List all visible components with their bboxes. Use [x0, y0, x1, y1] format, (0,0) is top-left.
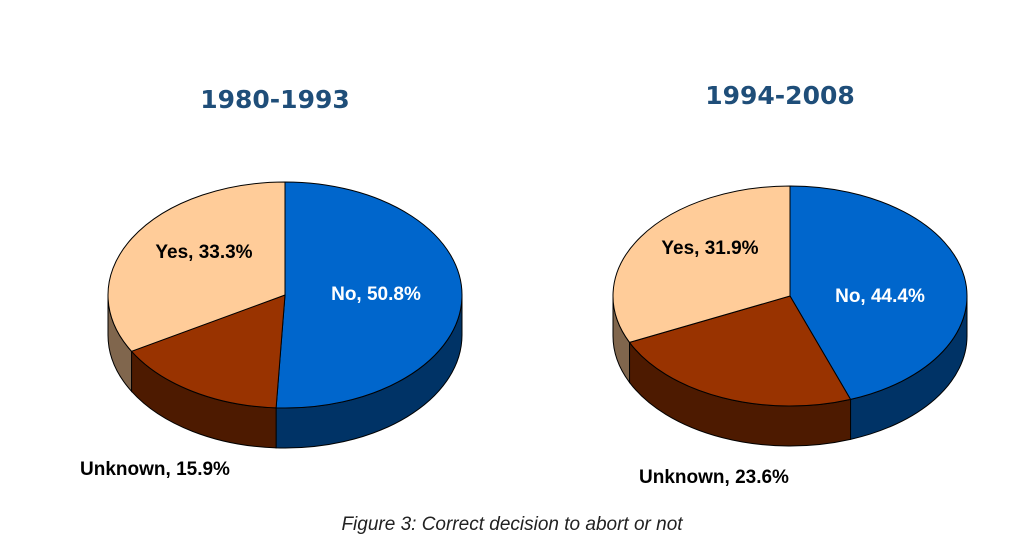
pie-slice-unknown — [130, 294, 286, 409]
pie-charts: 1980-1993 No, 50.8% Unknown, 15.9% Yes, 33.… — [80, 81, 968, 488]
pie-chart-1: 1980-1993 No, 50.8% Unknown, 15.9% Yes, 33.… — [80, 85, 463, 480]
figure-caption: Figure 3: Correct decision to abort or n… — [341, 514, 683, 535]
slice-label-no: No, 44.4% — [835, 286, 925, 307]
pie-slice-unknown — [628, 295, 852, 407]
slice-label-unknown: Unknown, 15.9% — [80, 459, 230, 480]
chart-title: 1994-2008 — [705, 81, 855, 110]
chart-title: 1980-1993 — [200, 85, 350, 114]
slice-label-no: No, 50.8% — [331, 284, 421, 305]
pie-chart-2: 1994-2008 No, 44.4% Unknown, 23.6% Yes, 31.… — [612, 81, 968, 488]
slice-label-unknown: Unknown, 23.6% — [639, 467, 789, 488]
pie-slice-no — [789, 185, 968, 400]
slice-label-yes: Yes, 33.3% — [155, 242, 252, 263]
pie-slice-no — [275, 181, 463, 409]
pie-slice-yes — [612, 185, 791, 343]
slice-label-yes: Yes, 31.9% — [661, 238, 758, 259]
pie-slice-yes — [107, 181, 286, 352]
